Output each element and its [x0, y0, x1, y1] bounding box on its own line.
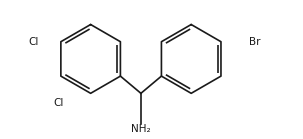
- Text: NH₂: NH₂: [131, 124, 151, 134]
- Text: Br: Br: [249, 37, 261, 47]
- Text: Cl: Cl: [54, 98, 64, 108]
- Text: Cl: Cl: [28, 37, 39, 47]
